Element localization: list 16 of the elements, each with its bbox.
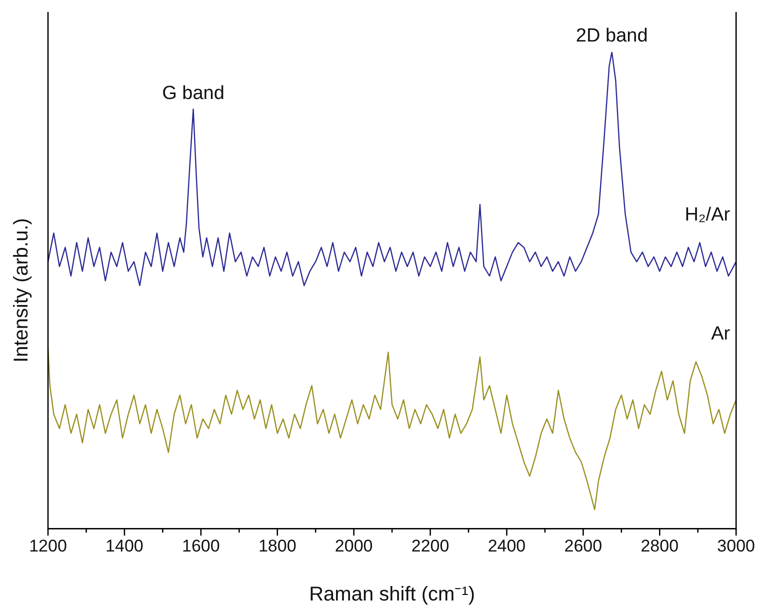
x-tick-label: 1400 [106,536,144,556]
x-tick-label: 2600 [564,536,602,556]
y-axis-title: Intensity (arb.u.) [10,218,33,363]
x-axis-title: Raman shift (cm⁻¹) [309,584,475,606]
x-tick-label: 1800 [258,536,296,556]
x-tick-label: 2400 [488,536,526,556]
x-tick-label: 2000 [334,536,373,556]
series-label: Ar [711,324,731,345]
annotation: 2D band [576,26,648,47]
x-tick-label: 1200 [29,536,67,556]
x-tick-label: 2200 [411,536,450,556]
x-tick-label: 1600 [182,536,220,556]
x-tick-label: 2800 [640,536,679,556]
annotation: G band [162,82,224,104]
series-label: H₂/Ar [684,204,731,226]
x-tick-label: 3000 [717,536,756,556]
